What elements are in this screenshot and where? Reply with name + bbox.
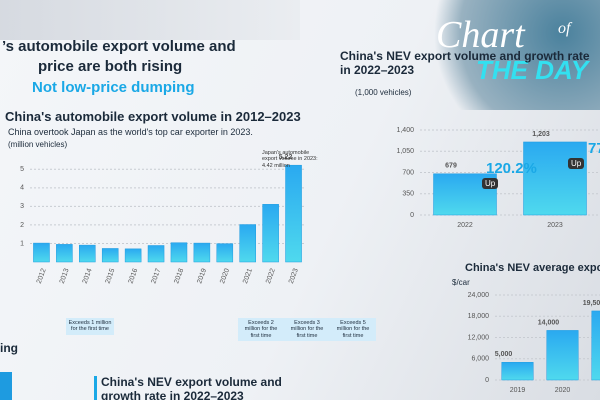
chart-subtitle: China overtook Japan as the world's top …: [8, 127, 253, 137]
chart-title: China's automobile export volume in 2012…: [5, 109, 301, 124]
axis-label: (1,000 vehicles): [355, 88, 412, 97]
chart-title: China's NEV average export price: [465, 262, 600, 274]
logo-backdrop: [410, 0, 600, 110]
annotation: Up: [482, 178, 499, 190]
annotation: Japan's automobile export volume in 2023…: [262, 150, 318, 169]
y-tick-label: 700: [402, 169, 414, 176]
annotation: Exceeds 1 million for the first time: [66, 318, 114, 335]
y-tick-label: 6,000: [471, 356, 489, 363]
bar: [546, 330, 579, 381]
y-tick-label: 5: [20, 166, 24, 173]
bar: [56, 244, 73, 263]
annotation: 77.6: [588, 140, 600, 157]
annotation: 120.2%: [486, 160, 537, 177]
x-tick-label: 2022: [265, 268, 277, 285]
header-title: price are both rising: [38, 58, 183, 75]
bar: [285, 164, 302, 263]
value-label: 5,000: [495, 351, 513, 358]
bar: [170, 242, 188, 263]
y-tick-label: 1,400: [396, 127, 414, 134]
bar: [591, 310, 600, 381]
y-tick-label: 12,000: [468, 334, 490, 341]
y-tick-label: 3: [20, 203, 24, 210]
x-tick-label: 2022: [457, 222, 473, 229]
x-tick-label: 2023: [547, 222, 563, 229]
axis-label: $/car: [452, 278, 470, 287]
x-tick-label: 2015: [105, 268, 117, 285]
header-title: ’s automobile export volume and: [2, 38, 236, 55]
y-tick-label: 350: [402, 191, 414, 198]
chart-title: China's NEV export volume and growth rat…: [340, 49, 590, 77]
value-label: 19,500: [583, 300, 600, 307]
bar: [216, 243, 234, 263]
y-tick-label: 4: [20, 185, 24, 192]
x-tick-label: 2021: [242, 268, 254, 285]
x-tick-label: 2020: [555, 387, 571, 394]
annotation: Exceeds 2 million for the first time: [238, 318, 284, 341]
section-title: China's NEV export volume and growth rat…: [94, 375, 301, 400]
value-label: 14,000: [538, 319, 560, 326]
x-tick-label: 2012: [36, 268, 48, 285]
bar: [124, 248, 142, 263]
bar: [79, 244, 96, 263]
y-tick-label: 24,000: [468, 292, 490, 299]
x-tick-label: 2017: [150, 268, 162, 285]
x-tick-label: 2013: [59, 268, 71, 285]
value-label: 5.22: [279, 154, 293, 161]
x-tick-label: 2020: [219, 268, 231, 285]
x-tick-label: 2014: [82, 268, 94, 285]
bar: [523, 141, 587, 216]
bar: [239, 224, 256, 263]
y-tick-label: 0: [485, 377, 489, 384]
logo-word: Chart: [436, 14, 525, 56]
annotation: Exceeds 5 million for the first time: [330, 318, 376, 341]
x-tick-label: 2018: [173, 268, 185, 285]
x-tick-label: 2023: [288, 268, 300, 285]
x-tick-label: 2016: [127, 268, 139, 285]
annotation: Up: [568, 158, 585, 170]
bar: [33, 242, 50, 263]
section-title: ing: [0, 341, 18, 355]
header-photo: [0, 0, 300, 40]
x-tick-label: 2019: [510, 387, 526, 394]
y-tick-label: 1,050: [396, 148, 414, 155]
cut-bar: [0, 372, 12, 400]
bar: [147, 245, 165, 263]
bar: [501, 362, 534, 381]
annotation: Exceeds 3 million for the first time: [284, 318, 330, 341]
header-tagline: Not low-price dumping: [32, 79, 195, 96]
x-tick-label: 2019: [196, 268, 208, 285]
y-tick-label: 18,000: [468, 313, 490, 320]
logo-word: THE DAY: [476, 55, 589, 85]
axis-label: (million vehicles): [8, 140, 68, 149]
logo-word: of: [558, 20, 571, 37]
y-tick-label: 1: [20, 240, 24, 247]
y-tick-label: 0: [410, 212, 414, 219]
value-label: 1,203: [532, 131, 550, 138]
y-tick-label: 2: [20, 222, 24, 229]
bar: [262, 204, 279, 263]
value-label: 679: [445, 163, 457, 170]
bar: [193, 242, 211, 263]
bar: [101, 248, 119, 263]
